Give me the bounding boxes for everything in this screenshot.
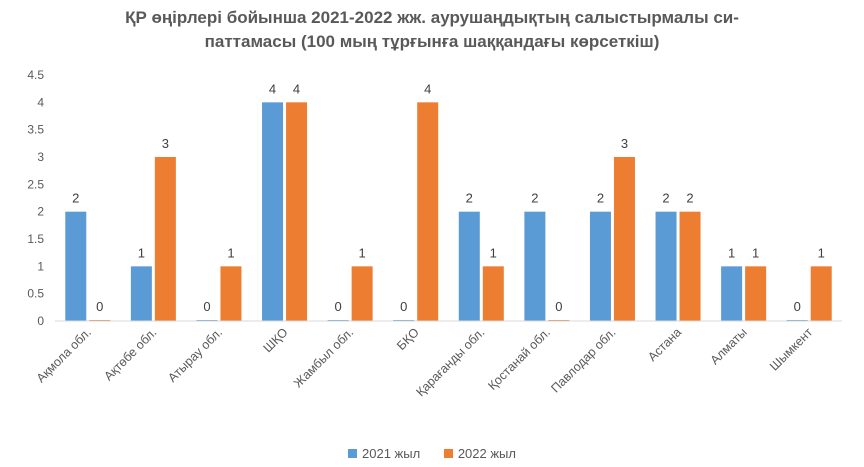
- y-tick-label: 0: [37, 314, 44, 328]
- bar-2022: [482, 266, 504, 321]
- x-axis: Ақмола обл. Ақтөбе обл. Атырау обл. ШҚО Жамб…: [34, 320, 842, 399]
- y-tick-label: 2.5: [27, 177, 44, 191]
- bars-group: 2 0 1 3 0 1 4 4 0 1 0 4 2 1 2 0 2 3 2 2 1 1 0 1: [65, 81, 832, 321]
- x-tick-label: Ақмола обл.: [34, 325, 94, 385]
- chart-title-line-2: паттамасы (100 мың тұрғынға шаққандағы к…: [204, 32, 660, 51]
- y-tick-label: 1.5: [27, 232, 44, 246]
- x-tick-label: ШҚО: [261, 325, 291, 355]
- y-tick-label: 0.5: [27, 287, 44, 301]
- bar-2022: [154, 157, 176, 321]
- data-label: 1: [359, 245, 366, 260]
- data-label: 3: [621, 136, 628, 151]
- data-label: 0: [203, 299, 210, 314]
- y-tick-label: 3.5: [27, 123, 44, 137]
- y-tick-label: 2: [37, 205, 44, 219]
- legend-swatch-2021: [348, 449, 358, 458]
- legend: 2021 жыл 2022 жыл: [0, 446, 864, 461]
- data-label: 0: [335, 299, 342, 314]
- data-label: 4: [424, 81, 431, 96]
- x-tick-label: Ақтөбе обл.: [101, 325, 159, 383]
- bar-2022: [613, 157, 635, 321]
- bar-2022: [679, 211, 701, 321]
- data-label: 0: [400, 299, 407, 314]
- x-tick-label: Шымкент: [767, 325, 815, 373]
- data-label: 1: [752, 245, 759, 260]
- y-axis: 0 0.5 1 1.5 2 2.5 3 3.5 4 4.5: [27, 68, 44, 328]
- x-tick-label: Қарағанды обл.: [413, 325, 487, 399]
- bar-2022: [417, 102, 439, 321]
- legend-item-2021: 2021 жыл: [348, 446, 420, 461]
- data-label: 4: [269, 81, 276, 96]
- data-label: 2: [531, 191, 538, 206]
- data-label: 1: [227, 245, 234, 260]
- x-tick-label: Атырау обл.: [165, 325, 225, 385]
- y-tick-label: 3: [37, 150, 44, 164]
- data-label: 2: [662, 191, 669, 206]
- legend-swatch-2022: [443, 449, 453, 458]
- x-tick-label: БҚО: [394, 325, 422, 353]
- data-label: 0: [96, 299, 103, 314]
- bar-2021: [721, 266, 743, 321]
- x-tick-label: Қостанай обл.: [485, 325, 553, 393]
- data-label: 2: [686, 191, 693, 206]
- legend-label-2021: 2021 жыл: [362, 446, 421, 461]
- x-tick-label: Алматы: [708, 325, 750, 367]
- data-label: 3: [162, 136, 169, 151]
- data-label: 2: [597, 191, 604, 206]
- bar-2021: [524, 211, 546, 321]
- x-tick-label: Жамбыл обл.: [291, 325, 356, 390]
- data-label: 2: [72, 191, 79, 206]
- bar-2021: [262, 102, 284, 321]
- chart-title-line-1: ҚР өңірлері бойынша 2021-2022 жж. ауруша…: [125, 8, 739, 27]
- y-tick-label: 4: [37, 95, 44, 109]
- bar-2021: [589, 211, 611, 321]
- y-tick-label: 1: [37, 259, 44, 273]
- x-tick-label: Павлодар обл.: [548, 325, 618, 395]
- data-label: 4: [293, 81, 300, 96]
- legend-item-2022: 2022 жыл: [443, 446, 516, 461]
- bar-2022: [810, 266, 832, 321]
- bar-2022: [351, 266, 373, 321]
- bar-2021: [130, 266, 152, 321]
- data-label: 1: [818, 245, 825, 260]
- data-label: 0: [555, 299, 562, 314]
- bar-2022: [286, 102, 308, 321]
- chart-title: ҚР өңірлері бойынша 2021-2022 жж. ауруша…: [80, 6, 784, 54]
- data-label: 0: [794, 299, 801, 314]
- x-tick-label: Астана: [645, 325, 684, 364]
- legend-label-2022: 2022 жыл: [457, 446, 516, 461]
- data-label: 1: [728, 245, 735, 260]
- bar-2022: [220, 266, 242, 321]
- data-label: 1: [138, 245, 145, 260]
- data-label: 1: [490, 245, 497, 260]
- bar-2021: [655, 211, 677, 321]
- y-tick-label: 4.5: [27, 68, 44, 82]
- bar-2021: [458, 211, 480, 321]
- bar-2022: [745, 266, 767, 321]
- data-label: 2: [466, 191, 473, 206]
- bar-2021: [65, 211, 87, 321]
